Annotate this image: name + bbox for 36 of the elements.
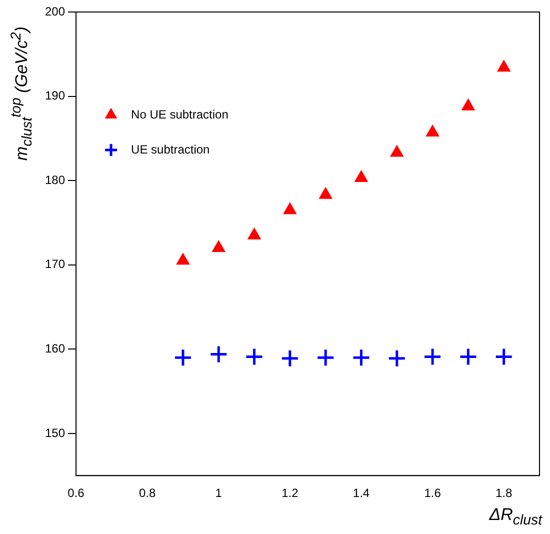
y-tick-label: 160 bbox=[44, 341, 66, 356]
legend-label: UE subtraction bbox=[131, 142, 210, 156]
point bbox=[212, 240, 226, 252]
point bbox=[388, 349, 406, 368]
point bbox=[354, 170, 368, 182]
point bbox=[316, 348, 335, 367]
point bbox=[176, 253, 190, 265]
point bbox=[283, 202, 296, 214]
x-axis-title: ΔR$_{clust}$ bbox=[489, 505, 542, 528]
x-tick-label: 1 bbox=[215, 486, 222, 500]
point bbox=[458, 348, 478, 366]
point bbox=[245, 348, 264, 366]
x-tick-label: 1.6 bbox=[424, 486, 442, 500]
x-tick-label: 1.2 bbox=[282, 486, 299, 500]
x-tick-label: 1.8 bbox=[496, 486, 513, 500]
y-tick-label: 190 bbox=[44, 88, 66, 103]
point bbox=[248, 228, 261, 240]
x-tick-label: 0.6 bbox=[68, 486, 85, 500]
point bbox=[280, 349, 300, 368]
point bbox=[352, 348, 370, 367]
x-tick-label: 1.4 bbox=[352, 486, 370, 500]
point bbox=[390, 145, 404, 157]
point bbox=[497, 60, 510, 72]
point bbox=[462, 98, 475, 110]
point bbox=[209, 344, 228, 364]
y-tick-label: 170 bbox=[44, 257, 66, 272]
x-tick-label: 0.8 bbox=[138, 486, 156, 500]
point bbox=[426, 125, 440, 137]
point bbox=[494, 348, 514, 366]
y-tick-label: 180 bbox=[44, 172, 66, 187]
y-tick-label: 150 bbox=[44, 426, 66, 440]
point bbox=[423, 348, 442, 366]
point bbox=[319, 187, 332, 199]
point bbox=[174, 348, 192, 367]
y-tick-label: 200 bbox=[44, 4, 66, 18]
legend-label: No UE subtraction bbox=[131, 107, 228, 122]
